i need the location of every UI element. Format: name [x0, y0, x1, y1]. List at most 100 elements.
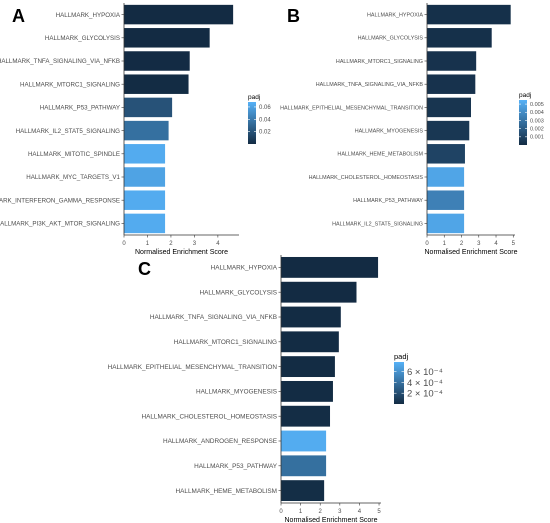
category-label: HALLMARK_MYOGENESIS [196, 389, 277, 396]
bar [281, 356, 335, 378]
x-tick-label: 2 [460, 241, 464, 247]
bar [281, 281, 357, 303]
x-tick-label: 1 [146, 241, 150, 247]
bar [427, 4, 511, 25]
category-label: HALLMARK_IL2_STAT5_SIGNALING [332, 221, 423, 227]
bar [281, 405, 331, 427]
category-label: HALLMARK_TNFA_SIGNALING_VIA_NFKB [0, 58, 120, 65]
category-label: HALLMARK_HEME_METABOLISM [176, 488, 277, 495]
legend-colorbar [519, 100, 527, 145]
legend-tick-label: 0.004 [530, 110, 544, 116]
bar [124, 97, 173, 118]
category-label: HALLMARK_MTORC1_SIGNALING [20, 81, 120, 88]
legend-tick-label: 0.003 [530, 118, 544, 124]
x-axis-label: Normalised Enrichment Score [425, 249, 518, 256]
category-label: HALLMARK_P53_PATHWAY [353, 198, 423, 204]
x-tick-label: 0 [122, 241, 126, 247]
category-label: HALLMARK_GLYCOLYSIS [45, 35, 120, 42]
category-label: HALLMARK_MTORC1_SIGNALING [336, 59, 423, 65]
x-tick-label: 0 [279, 509, 283, 515]
x-tick-label: 3 [477, 241, 481, 247]
bar [427, 213, 465, 234]
category-label: HALLMARK_CHOLESTEROL_HOMEOSTASIS [309, 175, 424, 181]
x-tick-label: 1 [443, 241, 447, 247]
bar [281, 306, 341, 328]
category-label: HALLMARK_HYPOXIA [56, 12, 121, 19]
bar [281, 480, 325, 502]
category-label: HALLMARK_EPITHELIAL_MESENCHYMAL_TRANSITI… [280, 105, 423, 111]
category-label: HALLMARK_EPITHELIAL_MESENCHYMAL_TRANSITI… [108, 364, 278, 371]
legend-tick-label: 0.04 [259, 117, 271, 123]
bar [124, 51, 190, 71]
legend-title: padj [248, 94, 260, 101]
bar [427, 190, 465, 210]
category-label: HALLMARK_TNFA_SIGNALING_VIA_NFKB [316, 82, 424, 88]
bar [427, 167, 465, 187]
legend-tick-label: 2 × 10⁻⁴ [407, 389, 443, 400]
category-label: HALLMARK_HYPOXIA [211, 265, 278, 272]
category-label: HALLMARK_GLYCOLYSIS [199, 289, 277, 296]
x-tick-label: 2 [169, 241, 173, 247]
legend-title: padj [519, 92, 531, 99]
category-label: HALLMARK_INTERFERON_GAMMA_RESPONSE [0, 197, 120, 204]
legend-colorbar [248, 102, 256, 144]
x-tick-label: 4 [216, 241, 220, 247]
legend-tick-label: 4 × 10⁻⁴ [407, 378, 443, 389]
x-tick-label: 4 [494, 241, 498, 247]
bar [427, 120, 470, 141]
category-label: HALLMARK_MYOGENESIS [355, 128, 424, 134]
legend-colorbar [394, 362, 404, 404]
bar [427, 97, 471, 118]
panel-tag: C [138, 259, 151, 279]
bar [427, 144, 465, 164]
category-label: HALLMARK_MTORC1_SIGNALING [174, 339, 277, 346]
x-tick-label: 3 [193, 241, 197, 247]
panel-tag: B [287, 6, 300, 26]
bar [427, 28, 492, 48]
bar [124, 190, 166, 210]
bar [124, 213, 166, 234]
bar [281, 455, 327, 477]
bar [124, 120, 169, 141]
bar [427, 51, 477, 71]
x-tick-label: 1 [299, 509, 303, 515]
legend-tick-label: 0.002 [530, 127, 544, 133]
bar [281, 430, 327, 452]
legend-tick-label: 0.02 [259, 130, 271, 136]
panel-c: C HALLMARK_HYPOXIA HALLMARK_GLYCOLYSIS HALL… [108, 255, 443, 523]
category-label: HALLMARK_IL2_STAT5_SIGNALING [16, 128, 120, 135]
legend-tick-label: 0.06 [259, 105, 271, 111]
category-label: HALLMARK_CHOLESTEROL_HOMEOSTASIS [141, 413, 277, 420]
legend-tick-label: 6 × 10⁻⁴ [407, 367, 443, 378]
bar [281, 331, 339, 353]
x-axis-label: Normalised Enrichment Score [285, 517, 378, 523]
category-label: HALLMARK_PI3K_AKT_MTOR_SIGNALING [0, 221, 120, 228]
x-tick-label: 2 [319, 509, 323, 515]
bar [124, 167, 166, 187]
panel-tag: A [12, 6, 25, 26]
bar [281, 380, 333, 402]
bar [124, 74, 189, 94]
category-label: HALLMARK_GLYCOLYSIS [358, 36, 424, 42]
category-label: HALLMARK_MITOTIC_SPINDLE [28, 151, 120, 158]
x-tick-label: 5 [512, 241, 516, 247]
bar [281, 256, 379, 278]
category-label: HALLMARK_P53_PATHWAY [40, 105, 120, 112]
category-label: HALLMARK_TNFA_SIGNALING_VIA_NFKB [150, 314, 277, 321]
panel-a: A HALLMARK_HYPOXIA HALLMARK_GLYCOLYSIS HALL… [0, 3, 271, 256]
bar [427, 74, 476, 94]
category-label: HALLMARK_P53_PATHWAY [194, 463, 278, 470]
category-label: HALLMARK_HEME_METABOLISM [337, 152, 423, 158]
panel-b: B HALLMARK_HYPOXIA HALLMARK_GLYCOLYSIS HALL… [280, 3, 544, 256]
legend-tick-label: 0.005 [530, 102, 544, 108]
legend-tick-label: 0.001 [530, 135, 544, 141]
x-tick-label: 4 [358, 509, 362, 515]
category-label: HALLMARK_ANDROGEN_RESPONSE [163, 438, 277, 445]
x-axis-label: Normalised Enrichment Score [135, 249, 228, 256]
bar [124, 144, 166, 164]
legend-title: padj [394, 352, 409, 361]
category-label: HALLMARK_MYC_TARGETS_V1 [26, 174, 120, 181]
x-tick-label: 5 [377, 509, 381, 515]
bar [124, 28, 210, 48]
